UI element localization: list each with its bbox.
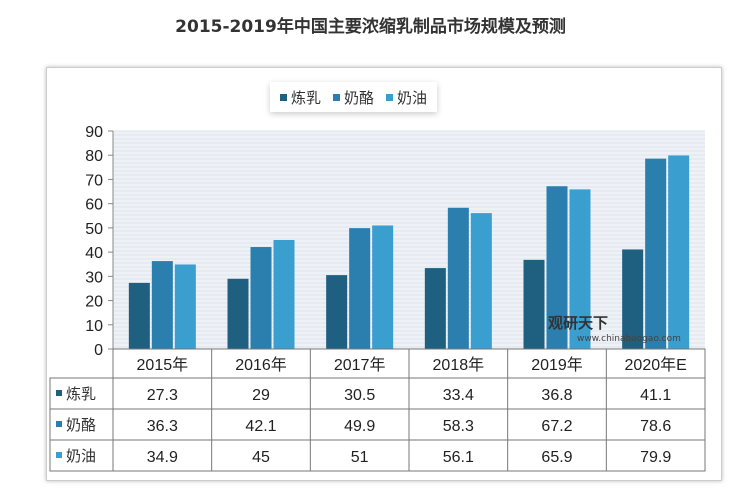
bar-奶酪-2017年 (349, 228, 371, 349)
y-tick-label: 70 (85, 172, 103, 189)
data-label: 67.2 (541, 418, 572, 435)
data-label: 79.9 (640, 449, 671, 466)
data-label: 42.1 (245, 418, 276, 435)
data-label: 33.4 (443, 387, 474, 404)
x-category-label: 2016年 (235, 356, 287, 374)
legend-label: 奶油 (397, 88, 428, 107)
data-label: 36.8 (541, 387, 572, 404)
bar-奶酪-2016年 (250, 247, 272, 349)
table-series-swatch (56, 390, 62, 396)
bar-奶酪-2019年 (546, 186, 568, 349)
data-label: 49.9 (344, 418, 375, 435)
bar-炼乳-2020年E (622, 249, 644, 349)
data-label: 29 (252, 387, 270, 404)
y-tick-label: 20 (85, 294, 103, 311)
y-tick-label: 90 (85, 124, 103, 141)
legend: 炼乳 奶酪 奶油 (270, 82, 438, 112)
y-tick-label: 50 (85, 221, 103, 238)
y-tick-label: 0 (94, 342, 103, 359)
legend-item: 奶油 (386, 87, 427, 108)
x-category-label: 2015年 (137, 356, 189, 374)
data-label: 30.5 (344, 387, 375, 404)
bar-炼乳-2016年 (227, 278, 249, 349)
watermark-url: www.chinabaogao.com (577, 334, 681, 344)
y-tick-label: 10 (85, 318, 103, 335)
table-series-swatch (56, 452, 62, 458)
data-label: 65.9 (541, 449, 572, 466)
legend-swatch (333, 93, 341, 101)
table-row (49, 439, 706, 472)
x-category-label: 2020年E (625, 356, 687, 374)
legend-item: 炼乳 (280, 87, 321, 108)
x-category-label: 2018年 (433, 356, 485, 374)
y-tick-label: 40 (85, 245, 103, 262)
data-label: 36.3 (147, 418, 178, 435)
data-label: 27.3 (147, 387, 178, 404)
bar-奶油-2017年 (372, 225, 394, 349)
data-label: 78.6 (640, 418, 671, 435)
data-label: 58.3 (443, 418, 474, 435)
bar-炼乳-2017年 (326, 275, 348, 349)
data-label: 56.1 (443, 449, 474, 466)
bar-炼乳-2019年 (523, 259, 545, 349)
y-tick-label: 60 (85, 197, 103, 214)
legend-swatch (280, 93, 287, 101)
bar-奶油-2020年E (668, 155, 690, 349)
y-tick-label: 30 (85, 269, 103, 286)
bar-奶油-2018年 (470, 213, 492, 349)
plot-background (113, 131, 705, 349)
table-series-label: 奶酪 (66, 416, 96, 434)
table-series-label: 炼乳 (66, 385, 96, 403)
data-label: 34.9 (147, 449, 178, 466)
legend-label: 奶酪 (344, 88, 375, 107)
bar-炼乳-2015年 (128, 282, 150, 349)
watermark-brand: 观研天下 (548, 314, 609, 332)
table-series-label: 奶油 (66, 447, 96, 465)
legend-item: 奶酪 (333, 87, 374, 108)
x-category-label: 2017年 (334, 356, 386, 374)
bar-奶酪-2018年 (447, 207, 469, 349)
y-tick-label: 80 (85, 148, 103, 165)
legend-label: 炼乳 (291, 88, 322, 107)
data-label: 51 (351, 449, 369, 466)
bar-奶油-2016年 (273, 240, 295, 349)
data-label: 41.1 (640, 387, 671, 404)
bar-炼乳-2018年 (424, 268, 446, 349)
table-series-swatch (56, 421, 62, 427)
x-category-label: 2019年 (531, 356, 583, 374)
chart-title: 2015-2019年中国主要浓缩乳制品市场规模及预测 (175, 17, 566, 37)
bar-奶酪-2015年 (151, 261, 173, 349)
bar-奶酪-2020年E (645, 158, 667, 349)
bar-奶油-2019年 (569, 189, 591, 349)
legend-swatch (386, 93, 394, 101)
data-label: 45 (252, 449, 270, 466)
bar-奶油-2015年 (174, 264, 196, 349)
